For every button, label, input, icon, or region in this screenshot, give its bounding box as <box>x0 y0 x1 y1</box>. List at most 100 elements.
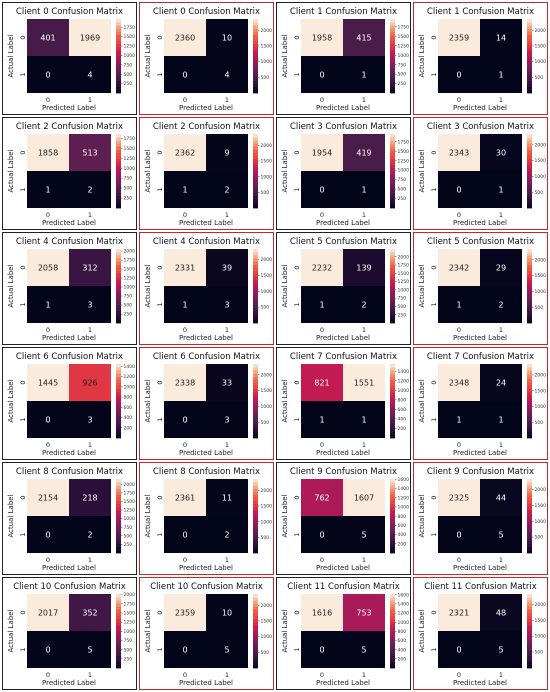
x-tick-label: 0 <box>457 96 461 104</box>
y-tick-label: 1 <box>19 532 27 536</box>
colorbar-segment <box>390 161 395 166</box>
colorbar-tick-label: 500 <box>535 75 544 81</box>
colorbar-segment <box>390 543 395 548</box>
y-axis-label: Actual Label <box>144 494 152 537</box>
colorbar-segment <box>116 155 121 160</box>
colorbar-segment <box>527 149 532 153</box>
colorbar-segment <box>116 298 121 302</box>
colorbar-tick-label: 1500 <box>261 504 273 510</box>
x-tick-label: 0 <box>457 671 461 679</box>
colorbar-segment <box>390 479 395 483</box>
colorbar-segment <box>116 140 121 144</box>
colorbar-segment <box>390 637 395 641</box>
colorbar-segment <box>390 252 395 256</box>
colorbar-segment <box>253 646 258 650</box>
y-axis-label: Actual Label <box>144 34 152 77</box>
colorbar-segment <box>527 664 532 669</box>
cell-value-label: 5 <box>361 646 366 655</box>
colorbar-segment <box>116 183 121 187</box>
colorbar-segment <box>390 146 395 150</box>
colorbar-segment <box>390 413 395 417</box>
colorbar-segment <box>253 594 258 598</box>
colorbar-tick-label: 1500 <box>261 159 273 165</box>
x-tick-label: 1 <box>499 326 503 334</box>
cell-value-label: 2331 <box>175 264 195 273</box>
colorbar-tick-label: 1000 <box>535 519 547 525</box>
y-axis-label: Actual Label <box>7 494 15 537</box>
colorbar-segment <box>527 198 532 203</box>
cell-value-label: 1858 <box>38 149 58 158</box>
colorbar-segment <box>527 485 532 489</box>
colorbar-segment <box>253 512 258 517</box>
colorbar-segment <box>253 301 258 305</box>
colorbar-tick-label: 1500 <box>398 34 410 40</box>
colorbar-segment <box>116 658 121 663</box>
colorbar-segment <box>253 270 258 275</box>
colorbar-segment <box>390 298 395 302</box>
colorbar-segment <box>527 56 532 60</box>
colorbar-segment <box>390 549 395 554</box>
colorbar-segment <box>527 80 532 85</box>
colorbar-tick-label: 1500 <box>124 499 136 505</box>
colorbar-segment <box>527 74 532 78</box>
x-tick-label: 1 <box>362 326 366 334</box>
heatmap-cell <box>480 401 522 438</box>
colorbar-segment <box>116 624 121 629</box>
colorbar-segment <box>390 267 395 271</box>
colorbar-segment <box>527 546 532 551</box>
colorbar-segment <box>390 621 395 626</box>
colorbar-segment <box>390 528 395 532</box>
colorbar-segment <box>116 385 121 390</box>
colorbar-segment <box>253 410 258 414</box>
heatmap-cell <box>438 516 480 553</box>
y-tick-label: 0 <box>293 380 301 384</box>
colorbar-segment <box>390 40 395 45</box>
colorbar-segment <box>253 137 258 141</box>
x-tick-label: 1 <box>499 441 503 449</box>
cell-value-label: 11 <box>222 494 232 503</box>
colorbar-segment <box>390 52 395 57</box>
colorbar-segment <box>390 643 395 647</box>
colorbar-segment <box>390 189 395 193</box>
cell-value-label: 0 <box>456 186 461 195</box>
heatmap-cell <box>343 134 385 171</box>
colorbar-segment <box>390 77 395 82</box>
colorbar-segment <box>527 488 532 492</box>
colorbar-tick-label: 1500 <box>261 619 273 625</box>
colorbar-segment <box>527 249 532 253</box>
cell-value-label: 2017 <box>38 609 58 618</box>
heatmap-cell <box>480 19 522 56</box>
colorbar-segment <box>253 485 258 489</box>
y-tick-label: 0 <box>19 35 27 39</box>
colorbar-segment <box>527 43 532 48</box>
cell-value-label: 1 <box>456 301 461 310</box>
colorbar-segment <box>253 198 258 203</box>
heatmap-cell <box>480 56 522 93</box>
colorbar-tick-label: 2000 <box>261 488 273 494</box>
colorbar-segment <box>116 482 121 486</box>
colorbar-segment <box>390 634 395 638</box>
x-tick-label: 0 <box>183 96 187 104</box>
colorbar-segment <box>253 282 258 287</box>
confusion-matrix-panel: Client 8 Confusion Matrix 2361 11 0 2 0 1 0 1 Pre… <box>139 462 274 575</box>
cell-value-label: 2058 <box>38 264 58 273</box>
colorbar-segment <box>116 497 121 501</box>
y-tick-label: 1 <box>293 302 301 306</box>
cell-value-label: 1 <box>361 186 366 195</box>
colorbar-segment <box>116 379 121 383</box>
heatmap-cell <box>27 134 69 171</box>
colorbar-segment <box>116 71 121 75</box>
heatmap-cell <box>438 134 480 171</box>
colorbar-segment <box>390 434 395 439</box>
colorbar-tick-label: 1000 <box>261 59 273 65</box>
colorbar-segment <box>253 506 258 511</box>
colorbar-segment <box>253 316 258 321</box>
colorbar-segment <box>253 68 258 72</box>
x-axis-label: Predicted Label <box>453 219 507 227</box>
cell-value-label: 2359 <box>175 609 195 618</box>
cell-value-label: 0 <box>456 646 461 655</box>
